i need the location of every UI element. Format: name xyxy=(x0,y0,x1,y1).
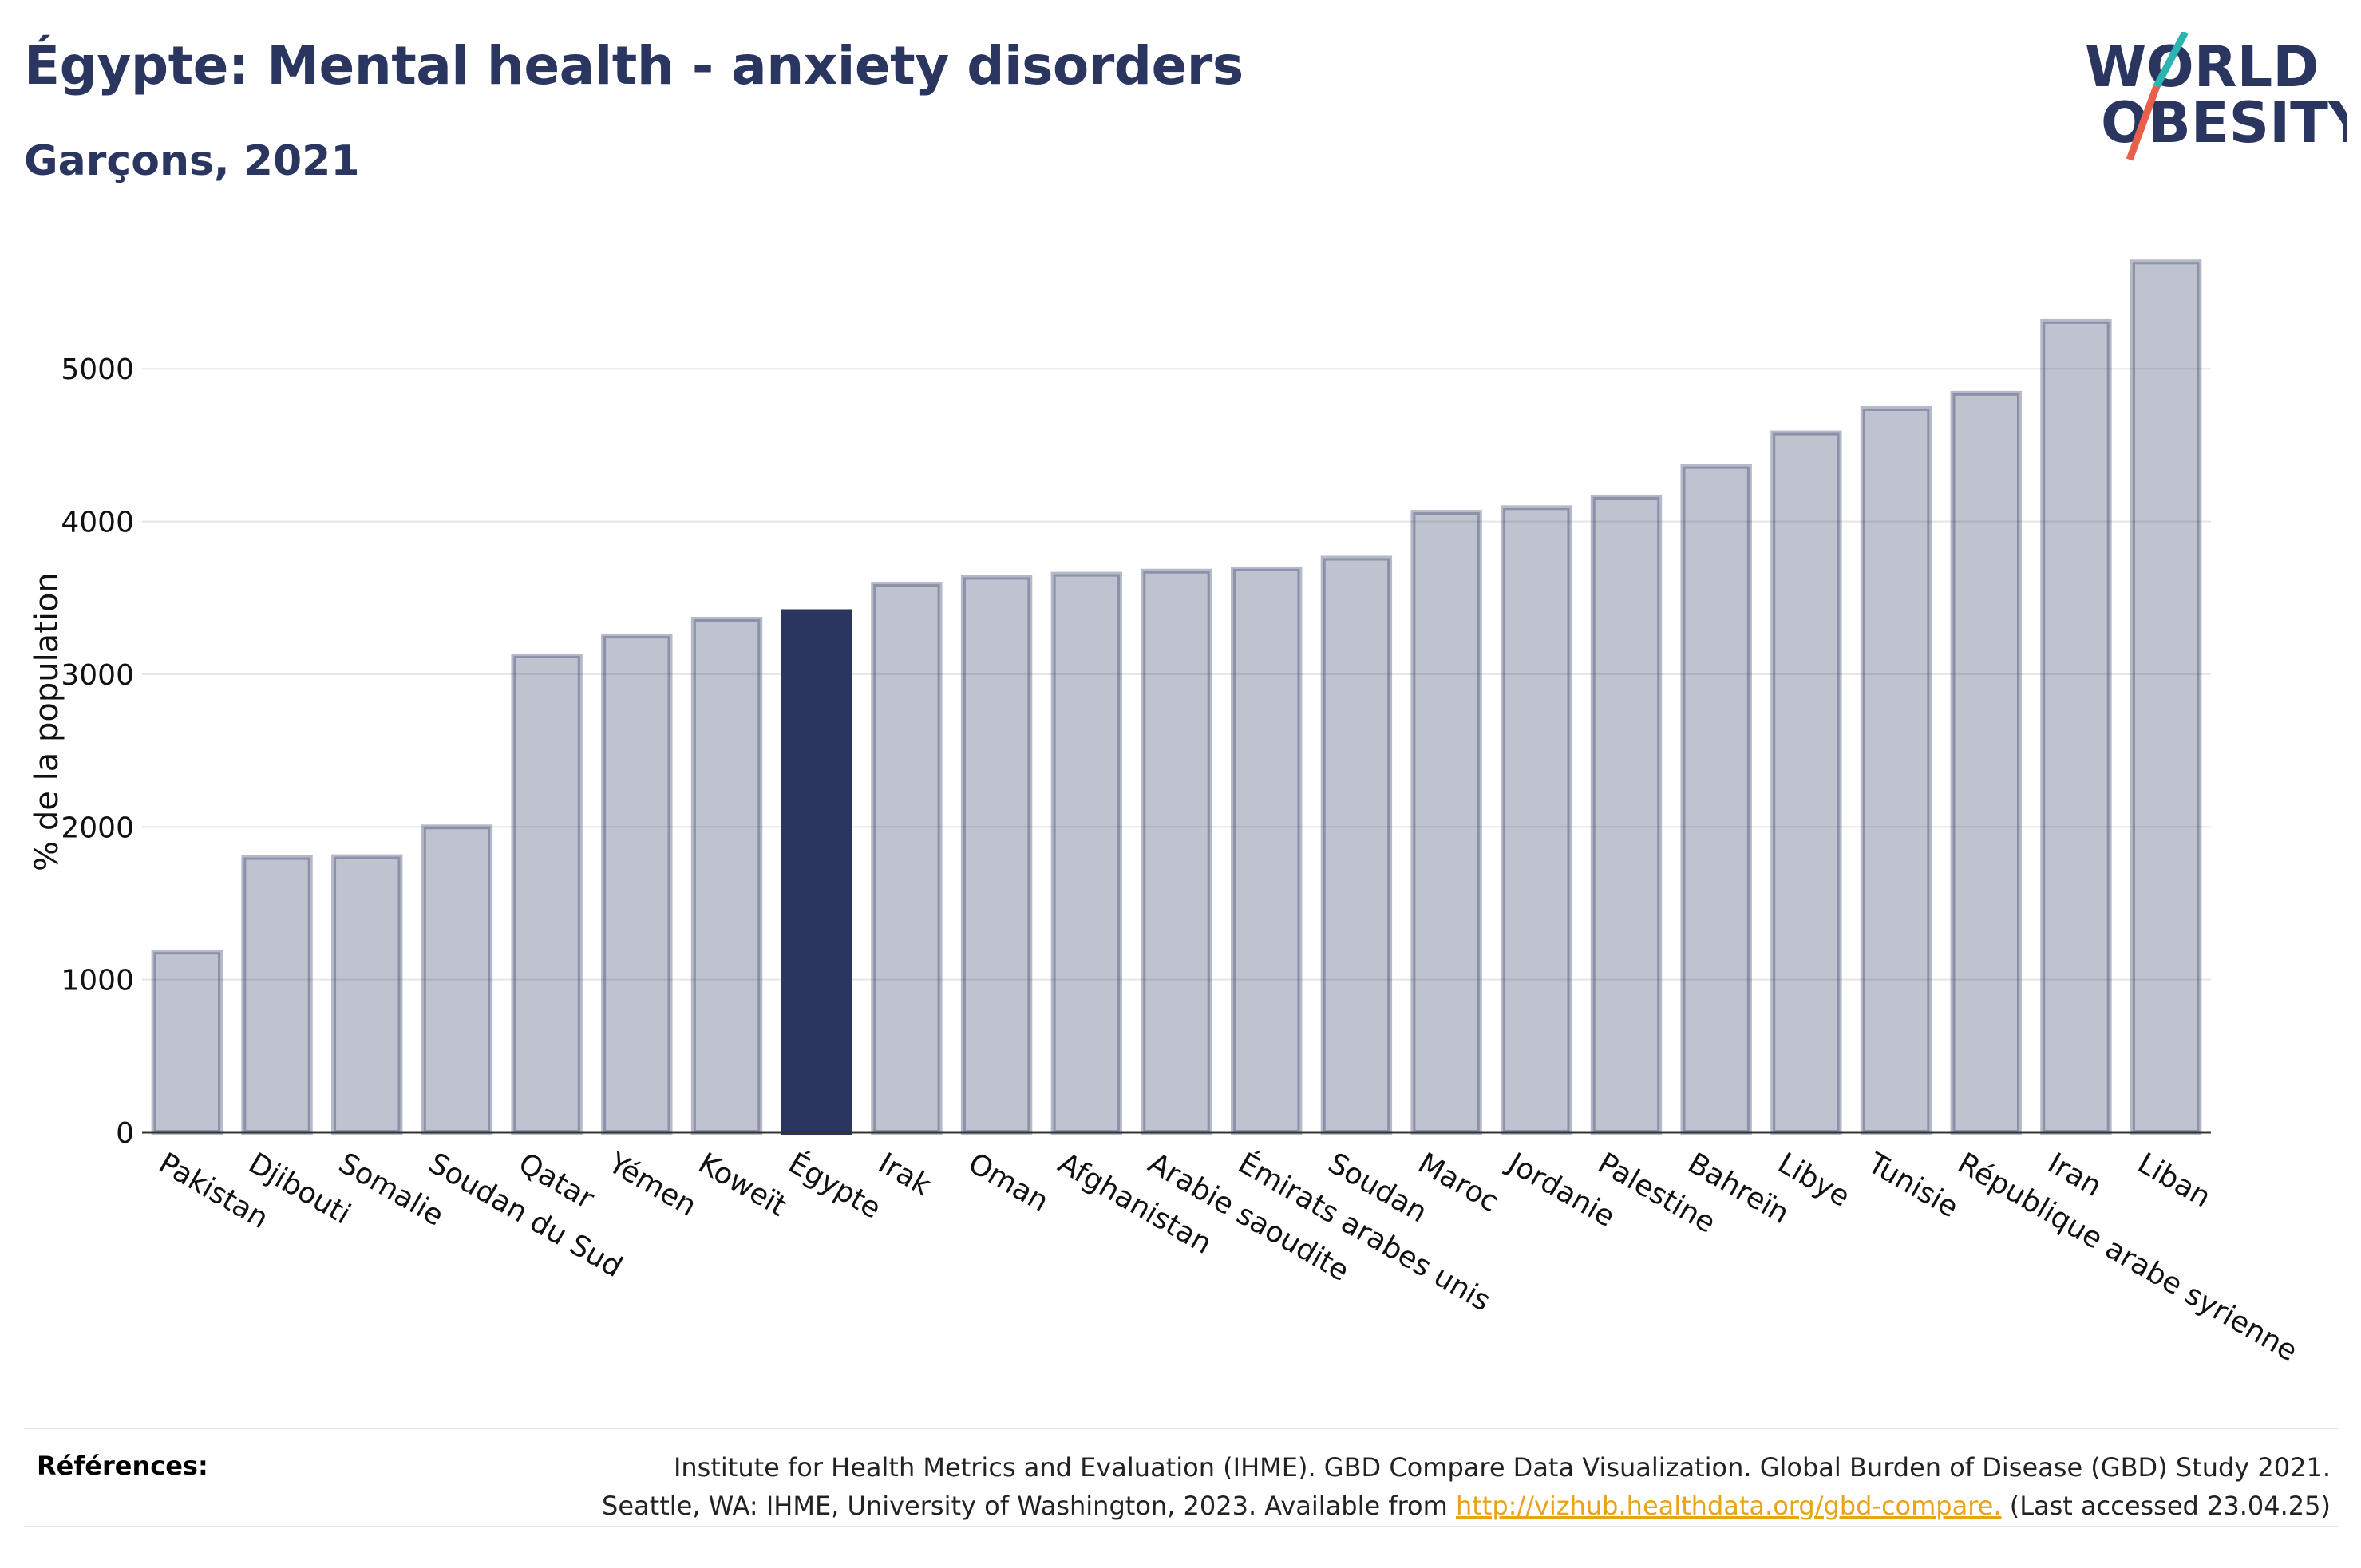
references-label: Références: xyxy=(37,1451,208,1481)
footer-divider-bottom xyxy=(24,1526,2339,1527)
bar-soudan-du-sud xyxy=(421,824,493,1135)
y-tick-labels: 0 1000 2000 3000 4000 5000 xyxy=(61,353,134,1150)
bar-somalie xyxy=(331,854,403,1135)
bar-koweït xyxy=(690,617,763,1135)
x-tick-label: Oman xyxy=(963,1147,1054,1218)
reference-line-1: Institute for Health Metrics and Evaluat… xyxy=(673,1452,2331,1483)
footer-divider-top xyxy=(24,1428,2339,1429)
bars xyxy=(151,259,2202,1135)
bar-bahreïn xyxy=(1680,464,1752,1135)
x-tick-label: Yémen xyxy=(602,1147,702,1223)
bar-égypte xyxy=(781,609,852,1135)
logo-slash-bottom xyxy=(2126,85,2161,161)
y-tick-label: 2000 xyxy=(61,812,134,844)
bar-république-arabe-syrienne xyxy=(1950,390,2022,1135)
bar-qatar xyxy=(511,653,583,1135)
chart-subtitle: Garçons, 2021 xyxy=(24,137,360,185)
bar-maroc xyxy=(1410,510,1482,1135)
x-tick-label: Tunisie xyxy=(1861,1147,1964,1225)
bar-liban xyxy=(2130,259,2202,1135)
bar-arabie-saoudite xyxy=(1141,568,1212,1135)
x-tick-label: République arabe syrienne xyxy=(1952,1147,2303,1368)
x-tick-label: Liban xyxy=(2132,1147,2216,1214)
x-tick-label: Égypte xyxy=(783,1146,887,1225)
bar-palestine xyxy=(1590,494,1663,1135)
reference-line-2-prefix: Seattle, WA: IHME, University of Washing… xyxy=(602,1491,1448,1521)
bar-chart: 0 1000 2000 3000 4000 5000 PakistanDjiboutiSo… xyxy=(29,259,2303,1369)
x-tick-label: Koweït xyxy=(693,1147,792,1222)
y-axis-label: % de la population xyxy=(29,572,65,871)
reference-link[interactable]: http://vizhub.healthdata.org/gbd-compare… xyxy=(1455,1491,2002,1521)
y-tick-label: 3000 xyxy=(61,659,134,692)
bar-émirats-arabes-unis xyxy=(1230,566,1303,1135)
bar-tunisie xyxy=(1860,405,1932,1135)
y-tick-label: 0 xyxy=(116,1117,134,1150)
bar-oman xyxy=(960,575,1033,1135)
bar-djibouti xyxy=(241,855,313,1135)
y-tick-label: 1000 xyxy=(61,965,134,997)
bar-afghanistan xyxy=(1050,571,1123,1135)
world-obesity-logo: WORLD OBESITY xyxy=(2085,32,2347,161)
chart-title: Égypte: Mental health - anxiety disorder… xyxy=(24,35,1244,97)
bar-yémen xyxy=(601,634,673,1135)
reference-line-2: Seattle, WA: IHME, University of Washing… xyxy=(602,1487,2331,1525)
y-tick-label: 4000 xyxy=(61,507,134,539)
bar-pakistan xyxy=(151,950,223,1135)
bar-libye xyxy=(1770,430,1842,1135)
y-tick-label: 5000 xyxy=(61,353,134,386)
logo-slash-top xyxy=(2153,32,2189,89)
reference-line-2-suffix: (Last accessed 23.04.25) xyxy=(2009,1491,2331,1521)
logo-text-world: WORLD xyxy=(2085,34,2319,100)
bar-iran xyxy=(2040,318,2112,1135)
bar-jordanie xyxy=(1501,505,1572,1135)
bar-soudan xyxy=(1320,555,1393,1135)
references-text: Institute for Health Metrics and Evaluat… xyxy=(602,1448,2331,1525)
grid-lines xyxy=(142,368,2211,981)
bar-irak xyxy=(871,582,943,1135)
